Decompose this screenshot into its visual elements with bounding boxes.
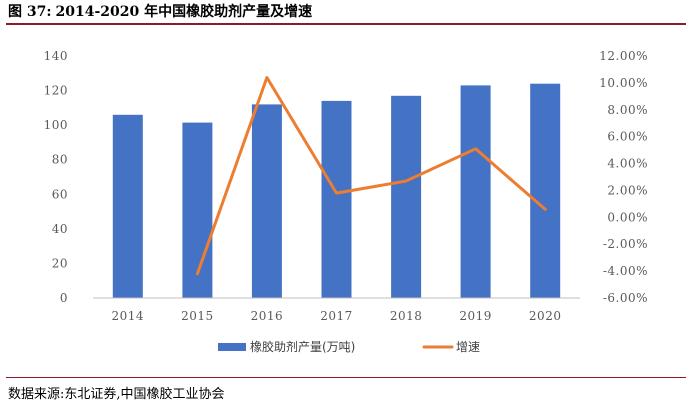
y-left-tick: 80 — [52, 153, 68, 167]
figure-title: 图 37: 2014-2020 年中国橡胶助剂产量及增速 — [8, 1, 312, 21]
y-right-tick: 8.00% — [607, 103, 648, 117]
y-right-tick: 6.00% — [607, 130, 648, 144]
legend-swatch-bar — [218, 343, 246, 351]
figure-title-text: 2014-2020 年中国橡胶助剂产量及增速 — [55, 4, 313, 20]
figure-label: 图 37: — [8, 4, 52, 20]
y-left-tick: 100 — [44, 118, 68, 132]
x-tick-label: 2017 — [320, 309, 353, 323]
bar-2017 — [321, 100, 352, 299]
x-tick-label: 2020 — [529, 309, 562, 323]
x-tick-label: 2015 — [181, 309, 214, 323]
bar-2020 — [530, 83, 561, 298]
y-left-tick: 40 — [52, 222, 68, 236]
bar-2014 — [112, 114, 143, 298]
x-tick-label: 2016 — [251, 309, 284, 323]
y-left-axis: 0 20 40 60 80 100 120 140 — [44, 49, 68, 305]
x-tick-label: 2019 — [459, 309, 492, 323]
top-rule — [6, 23, 686, 25]
x-tick-label: 2014 — [112, 309, 145, 323]
growth-line — [195, 76, 547, 276]
legend-label-bar: 橡胶助剂产量(万吨) — [250, 339, 355, 354]
x-axis: 2014 2015 2016 2017 2018 2019 2020 — [112, 309, 562, 323]
bar-2016 — [251, 104, 282, 299]
y-right-tick: 12.00% — [599, 49, 648, 63]
y-right-tick: 2.00% — [607, 183, 648, 197]
y-left-tick: 60 — [52, 187, 68, 201]
bottom-rule — [6, 377, 686, 378]
bar-2018 — [391, 95, 422, 298]
bar-2019 — [460, 85, 491, 299]
y-right-tick: -4.00% — [603, 264, 648, 278]
y-left-tick: 0 — [60, 291, 68, 305]
y-left-tick: 20 — [52, 256, 68, 270]
bar-series — [112, 83, 561, 299]
y-right-tick: -6.00% — [603, 291, 648, 305]
y-left-tick: 120 — [44, 84, 68, 98]
source-note: 数据来源:东北证券,中国橡胶工业协会 — [8, 387, 225, 402]
x-tick-label: 2018 — [390, 309, 423, 323]
y-right-axis: -6.00% -4.00% -2.00% 0.00% 2.00% 4.00% 6.00% 8.… — [599, 49, 648, 305]
legend: 橡胶助剂产量(万吨) 增速 — [218, 339, 480, 354]
bar-2015 — [182, 122, 213, 298]
y-right-tick: 0.00% — [607, 210, 648, 224]
legend-label-line: 增速 — [456, 340, 480, 354]
y-left-tick: 140 — [44, 49, 68, 63]
chart: 0 20 40 60 80 100 120 140 -6.00% -4.00% -2.00% 0.0… — [44, 49, 648, 354]
y-right-tick: 10.00% — [599, 76, 648, 90]
y-right-tick: -2.00% — [603, 237, 648, 251]
y-right-tick: 4.00% — [607, 157, 648, 171]
